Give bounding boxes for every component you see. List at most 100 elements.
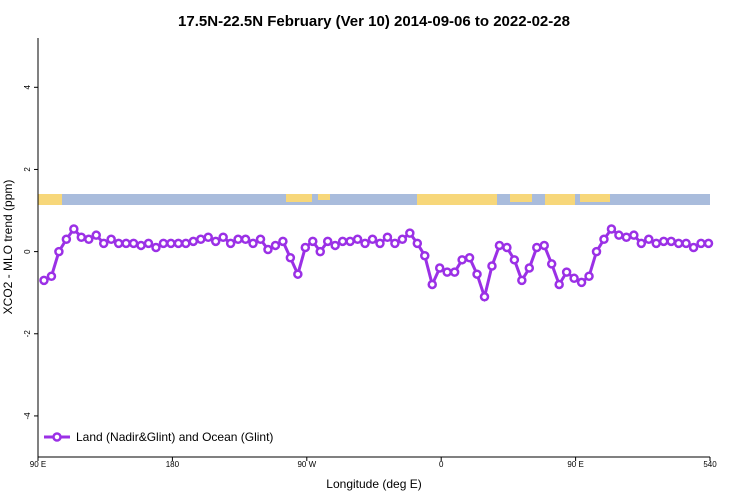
point	[517, 275, 527, 286]
point	[651, 238, 661, 249]
point	[218, 232, 228, 242]
point	[532, 242, 542, 253]
point	[427, 279, 437, 290]
point	[599, 234, 609, 245]
point	[240, 234, 251, 245]
point	[576, 277, 587, 288]
point	[46, 271, 57, 282]
point	[173, 238, 184, 249]
point	[472, 269, 482, 279]
point	[502, 242, 512, 253]
point	[420, 250, 430, 261]
point	[367, 234, 378, 245]
point	[390, 238, 400, 249]
point	[606, 224, 617, 234]
point	[688, 242, 699, 253]
point	[248, 238, 258, 249]
point	[584, 271, 594, 282]
point	[278, 236, 288, 247]
point	[629, 230, 639, 240]
point	[703, 238, 714, 249]
point	[614, 230, 624, 240]
point	[263, 244, 273, 255]
legend-marker	[52, 432, 62, 442]
point	[54, 246, 64, 257]
point	[621, 232, 632, 242]
y-tick-label: 0	[23, 249, 32, 254]
point	[98, 238, 109, 249]
point	[158, 238, 169, 249]
x-tick-label: 90 W	[297, 460, 316, 469]
point	[539, 240, 549, 251]
point	[315, 246, 325, 257]
point	[569, 273, 579, 284]
y-tick-label: 4	[23, 85, 32, 90]
point	[442, 267, 452, 277]
point	[270, 240, 281, 251]
point	[360, 238, 370, 249]
point	[330, 240, 340, 251]
point	[405, 228, 415, 238]
point	[255, 234, 266, 245]
point	[666, 236, 676, 247]
point	[233, 234, 243, 245]
point	[308, 236, 318, 247]
point	[76, 232, 87, 242]
point	[188, 236, 199, 247]
point	[434, 263, 445, 273]
point	[487, 261, 497, 271]
point	[494, 240, 505, 251]
x-tick-label: 540	[703, 460, 717, 469]
legend-label: Land (Nadir&Glint) and Ocean (Glint)	[76, 430, 273, 444]
x-tick-label: 90 E	[30, 460, 46, 469]
point	[128, 238, 139, 249]
x-tick-label: 180	[166, 460, 180, 469]
y-tick-label: 2	[23, 167, 32, 172]
point	[300, 242, 311, 253]
point	[644, 234, 654, 245]
point	[636, 238, 647, 249]
point	[136, 240, 146, 251]
point	[322, 236, 333, 247]
point	[337, 236, 348, 247]
point	[524, 263, 535, 273]
y-axis-label: XCO2 - MLO trend (ppm)	[1, 180, 15, 315]
point	[293, 269, 303, 279]
point	[61, 234, 72, 245]
land-ocean-mask	[38, 194, 710, 205]
x-tick-label: 0	[439, 460, 444, 469]
point	[91, 230, 101, 240]
point	[39, 275, 49, 286]
x-axis-label: Longitude (deg E)	[326, 477, 421, 491]
point	[151, 242, 161, 253]
point	[352, 234, 363, 245]
point	[479, 292, 490, 302]
point	[106, 234, 116, 245]
point	[69, 224, 79, 234]
x-tick-label: 90 E	[567, 460, 583, 469]
point	[285, 253, 296, 263]
point	[412, 238, 423, 249]
point	[143, 238, 154, 249]
y-tick-label: -2	[23, 330, 32, 338]
point	[84, 234, 94, 245]
point	[345, 236, 355, 247]
point	[210, 236, 221, 247]
point	[457, 255, 467, 265]
point	[449, 267, 460, 277]
point	[696, 238, 706, 249]
point	[509, 255, 520, 265]
point	[546, 259, 557, 269]
point	[225, 238, 236, 249]
point	[113, 238, 124, 249]
point	[382, 232, 393, 242]
point	[464, 253, 475, 263]
point	[196, 234, 206, 245]
point	[561, 267, 572, 277]
point	[591, 246, 602, 257]
point	[166, 238, 176, 249]
point	[121, 238, 131, 249]
chart-title: 17.5N-22.5N February (Ver 10) 2014-09-06…	[178, 13, 570, 30]
point	[397, 234, 408, 245]
